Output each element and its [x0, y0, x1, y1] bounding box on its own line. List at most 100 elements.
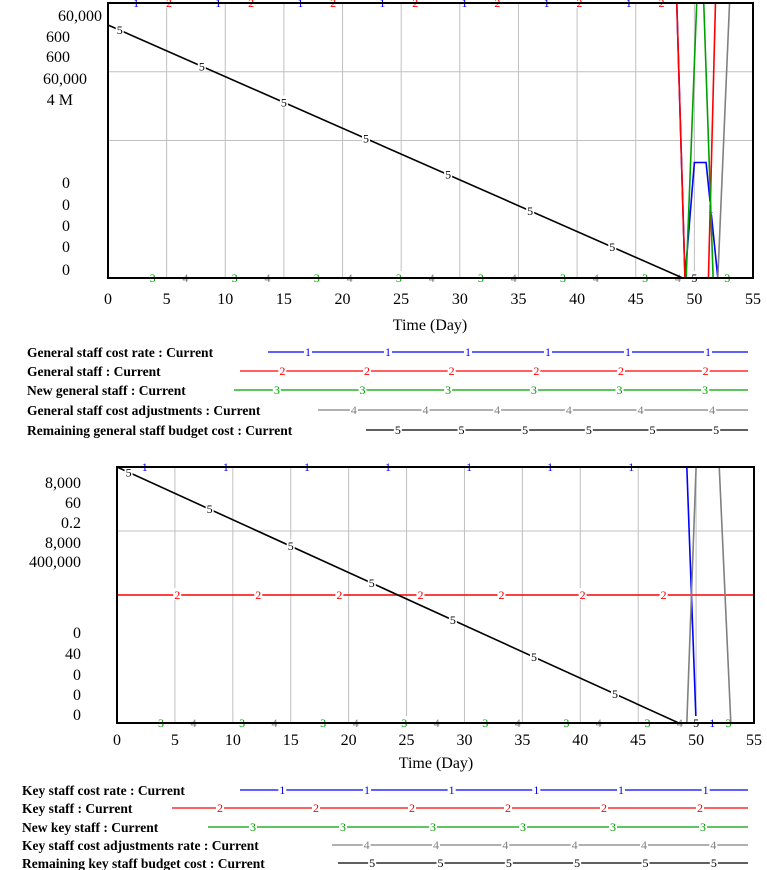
- legend-marker: 3: [617, 383, 623, 397]
- legend-marker-bg: [701, 365, 710, 376]
- x-tick-label: 30: [456, 732, 472, 749]
- legend-marker: 4: [572, 838, 578, 852]
- legend-marker-bg: [358, 384, 367, 395]
- chart-1: 60,000 600 600 60,000 4 M 0 0 0 0 0 1 1 1 1…: [27, 0, 761, 438]
- x-tick-label: 20: [335, 291, 351, 308]
- legend-marker-bg: [444, 384, 453, 395]
- x-tick-label: 45: [628, 291, 644, 308]
- chart-2: 8,000 60 0.2 8,000 400,000 0 40 0 0 0 1 1…: [22, 460, 762, 870]
- legend-marker: 5: [369, 856, 375, 870]
- legend-marker: 3: [250, 820, 256, 834]
- series-marker-bg: [335, 588, 344, 600]
- x-tick-label: 25: [399, 732, 415, 749]
- chart-1-scale-series3: 600: [46, 49, 70, 66]
- chart-2-scale-series2: 60: [65, 495, 81, 512]
- chart-2-frame: [116, 466, 755, 724]
- legend-marker-bg: [521, 424, 530, 435]
- legend-marker: 5: [643, 856, 649, 870]
- x-tick-label: 0: [104, 291, 112, 308]
- legend-marker-bg: [696, 802, 704, 813]
- legend-marker: 1: [533, 783, 539, 797]
- legend-marker-bg: [624, 346, 632, 357]
- legend-marker: 2: [217, 801, 223, 815]
- legend-label: New key staff : Current: [22, 820, 159, 835]
- legend-marker-bg: [617, 365, 625, 376]
- legend-marker: 3: [360, 383, 366, 397]
- legend-marker-bg: [493, 404, 502, 415]
- series-marker-bg: [197, 59, 206, 72]
- series-marker-bg: [254, 588, 263, 600]
- x-tick-label: 50: [688, 732, 704, 749]
- legend-marker: 1: [449, 783, 455, 797]
- chart-1-scale-zero: 0: [62, 218, 70, 235]
- legend-marker-bg: [312, 802, 320, 813]
- legend-marker-bg: [447, 784, 456, 795]
- series-marker: 2: [330, 0, 336, 10]
- series-marker: 5: [609, 240, 615, 254]
- chart-1-scale-series5: 4 M: [47, 92, 73, 109]
- legend-marker: 1: [618, 783, 624, 797]
- legend-marker-bg: [640, 839, 648, 850]
- series-marker: 5: [369, 576, 375, 590]
- series-marker: 5: [527, 204, 533, 218]
- series-marker: 2: [412, 0, 418, 10]
- x-tick-label: 35: [510, 291, 526, 308]
- legend-marker-bg: [699, 821, 707, 832]
- legend-marker-bg: [278, 365, 287, 376]
- legend-marker: 2: [409, 801, 415, 815]
- series-marker: 2: [576, 0, 582, 10]
- series-marker: 1: [462, 0, 468, 10]
- series-marker-bg: [173, 588, 182, 600]
- legend-marker-bg: [570, 839, 579, 850]
- chart-1-scale-series4: 60,000: [43, 71, 87, 88]
- legend-label: Key staff cost rate : Current: [22, 783, 185, 798]
- legend-marker-bg: [272, 384, 281, 395]
- legend-marker-bg: [278, 784, 287, 795]
- legend-marker-bg: [636, 404, 645, 415]
- legend-marker-bg: [609, 821, 617, 832]
- series-marker-bg: [279, 95, 288, 108]
- series-marker-bg: [115, 23, 124, 36]
- legend-marker-bg: [600, 802, 608, 813]
- legend-marker-bg: [701, 384, 710, 395]
- legend-marker: 4: [709, 403, 715, 417]
- legend-marker-bg: [712, 424, 721, 435]
- legend-marker-bg: [501, 839, 510, 850]
- series-marker-bg: [578, 588, 587, 600]
- legend-label: General staff cost adjustments : Current: [27, 403, 261, 418]
- legend-marker-bg: [504, 802, 512, 813]
- legend-marker: 5: [459, 423, 465, 437]
- legend-marker: 5: [438, 856, 444, 870]
- legend-marker-bg: [704, 346, 712, 357]
- legend-marker-bg: [408, 802, 416, 813]
- x-tick-label: 55: [746, 732, 762, 749]
- chart-2-y-scale-labels: 8,000 60 0.2 8,000 400,000 0 40 0 0 0: [29, 475, 81, 724]
- chart-1-legend: General staff cost rate : Current 1 1 1 1 1 1 G…: [27, 345, 748, 438]
- legend-marker: 3: [274, 383, 280, 397]
- series-marker-bg: [608, 240, 617, 253]
- legend-marker-bg: [648, 424, 657, 435]
- legend-marker: 3: [340, 820, 346, 834]
- x-tick-label: 10: [225, 732, 241, 749]
- series-marker-bg: [286, 539, 295, 552]
- legend-label: Remaining general staff budget cost : Cu…: [27, 423, 293, 438]
- legend-marker: 3: [531, 383, 537, 397]
- x-tick-label: 25: [393, 291, 409, 308]
- series-marker: 5: [445, 168, 451, 182]
- legend-label: General staff cost rate : Current: [27, 345, 214, 360]
- legend-marker: 2: [505, 801, 511, 815]
- legend-marker: 2: [279, 364, 285, 378]
- series-marker: 5: [531, 650, 537, 664]
- legend-marker: 2: [697, 801, 703, 815]
- series-marker: 1: [379, 0, 385, 10]
- chart-2-x-axis-label: Time (Day): [399, 755, 474, 772]
- legend-label: General staff : Current: [27, 364, 161, 379]
- chart-2-scale-series3: 0.2: [61, 515, 81, 532]
- chart-2-scale-series5: 400,000: [29, 554, 81, 571]
- series-marker-bg: [362, 131, 370, 144]
- chart-1-x-axis-label: Time (Day): [393, 317, 468, 334]
- legend-marker-bg: [432, 839, 440, 850]
- legend-marker: 4: [502, 838, 508, 852]
- x-tick-label: 20: [341, 732, 357, 749]
- legend-marker-bg: [519, 821, 527, 832]
